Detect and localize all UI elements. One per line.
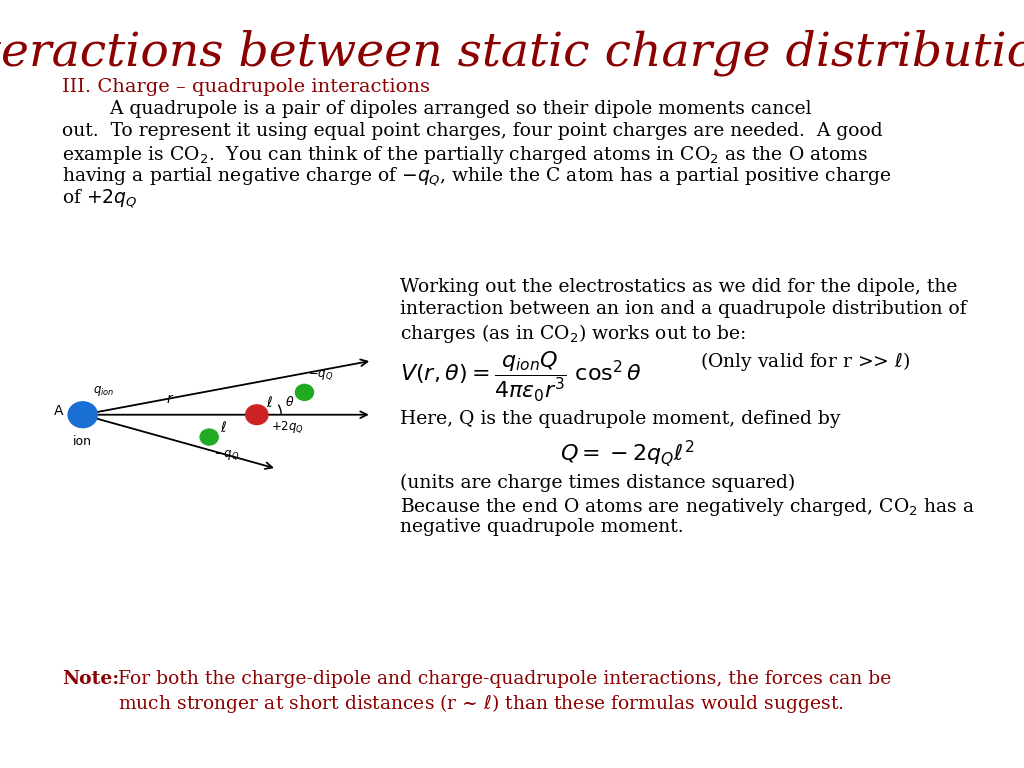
Text: Here, Q is the quadrupole moment, defined by: Here, Q is the quadrupole moment, define…: [400, 410, 841, 428]
Text: $\theta$: $\theta$: [286, 396, 295, 409]
Text: For both the charge-dipole and charge-quadrupole interactions, the forces can be: For both the charge-dipole and charge-qu…: [118, 670, 891, 688]
Text: $-q_Q$: $-q_Q$: [214, 448, 240, 462]
Text: $-q_Q$: $-q_Q$: [308, 368, 334, 382]
Text: of $+2q_Q$: of $+2q_Q$: [62, 188, 137, 210]
Text: Working out the electrostatics as we did for the dipole, the: Working out the electrostatics as we did…: [400, 278, 957, 296]
Text: $\ell$: $\ell$: [266, 395, 273, 409]
Text: $+2q_Q$: $+2q_Q$: [271, 419, 304, 435]
Text: charges (as in CO$_2$) works out to be:: charges (as in CO$_2$) works out to be:: [400, 322, 745, 345]
Text: Because the end O atoms are negatively charged, CO$_2$ has a: Because the end O atoms are negatively c…: [400, 496, 975, 518]
Text: much stronger at short distances (r ~ $\ell$) than these formulas would suggest.: much stronger at short distances (r ~ $\…: [118, 692, 844, 715]
Text: $q_{ion}$: $q_{ion}$: [93, 384, 115, 398]
Text: Interactions between static charge distributions: Interactions between static charge distr…: [0, 30, 1024, 77]
Text: ion: ion: [74, 435, 92, 448]
Text: Note:: Note:: [62, 670, 119, 688]
Text: III. Charge – quadrupole interactions: III. Charge – quadrupole interactions: [62, 78, 430, 96]
Text: A: A: [54, 404, 63, 418]
Text: r: r: [167, 392, 173, 406]
Text: (Only valid for r >> $\ell$): (Only valid for r >> $\ell$): [700, 350, 910, 373]
Circle shape: [200, 429, 218, 445]
Circle shape: [69, 402, 97, 428]
Text: A quadrupole is a pair of dipoles arranged so their dipole moments cancel: A quadrupole is a pair of dipoles arrang…: [62, 100, 811, 118]
Text: $Q = -2q_Q\ell^2$: $Q = -2q_Q\ell^2$: [560, 438, 694, 468]
Text: (units are charge times distance squared): (units are charge times distance squared…: [400, 474, 796, 492]
Text: out.  To represent it using equal point charges, four point charges are needed. : out. To represent it using equal point c…: [62, 122, 883, 140]
Text: $\ell$: $\ell$: [220, 420, 226, 435]
Text: example is CO$_2$.  You can think of the partially charged atoms in CO$_2$ as th: example is CO$_2$. You can think of the …: [62, 144, 867, 166]
Text: negative quadrupole moment.: negative quadrupole moment.: [400, 518, 684, 536]
Text: interaction between an ion and a quadrupole distribution of: interaction between an ion and a quadrup…: [400, 300, 967, 318]
Text: having a partial negative charge of $-q_Q$, while the C atom has a partial posit: having a partial negative charge of $-q_…: [62, 166, 891, 188]
Circle shape: [246, 405, 268, 425]
Text: $V(r,\theta) = \dfrac{q_{ion}Q}{4\pi\epsilon_0 r^3}\ \cos^2\theta$: $V(r,\theta) = \dfrac{q_{ion}Q}{4\pi\eps…: [400, 350, 642, 404]
Circle shape: [295, 384, 313, 400]
